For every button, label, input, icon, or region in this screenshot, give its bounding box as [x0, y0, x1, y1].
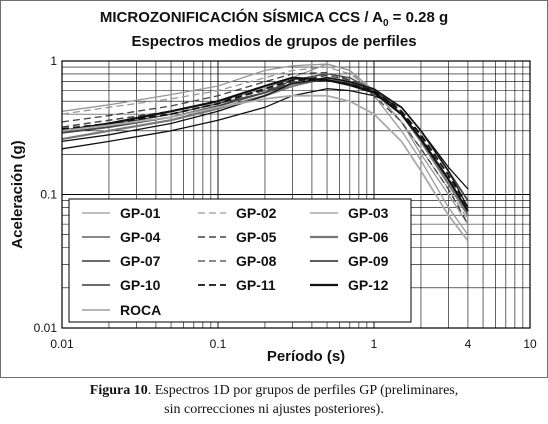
legend-label-gp-08: GP-08 [236, 253, 277, 269]
x-tick-label: 1 [371, 337, 378, 351]
x-axis-label: Período (s) [267, 348, 345, 365]
caption-line1: Figura 10. Espectros 1D por grupos de pe… [0, 381, 548, 400]
legend-box [68, 198, 412, 323]
chart-svg: GP-01 GP-02 GP-03 GP-04 GP-05 GP-06 GP-07 GP-08… [9, 54, 537, 365]
x-tick-label: 0.1 [210, 337, 227, 351]
legend-label-gp-09: GP-09 [348, 253, 389, 269]
legend-label-gp-07: GP-07 [120, 253, 161, 269]
series-line-gp-12 [61, 76, 469, 212]
legend-label-gp-11: GP-11 [236, 277, 276, 293]
chart-title-main: MICROZONIFICACIÓN SÍSMICA CCS / A [99, 9, 383, 26]
legend-label-gp-01: GP-01 [120, 205, 161, 221]
y-tick-label: 1 [50, 54, 57, 68]
figure-caption: Figura 10. Espectros 1D por grupos de pe… [0, 381, 548, 419]
y-axis-label: Aceleración (g) [9, 140, 26, 248]
x-tick-label: 0.01 [50, 337, 74, 351]
legend-label-gp-06: GP-06 [348, 229, 389, 245]
caption-label: Figura 10 [89, 383, 148, 398]
plot-border [61, 60, 531, 329]
series-line-gp-08 [61, 71, 469, 225]
chart-title-line1: MICROZONIFICACIÓN SÍSMICA CCS / A0 = 0.2… [0, 9, 548, 29]
legend-label-roca: ROCA [120, 302, 161, 318]
series-layer [61, 63, 469, 242]
caption-text: . Espectros 1D por grupos de perfiles GP… [147, 383, 459, 398]
chart-title-subscript: 0 [382, 18, 389, 29]
legend-label-gp-05: GP-05 [236, 229, 277, 245]
legend-layer: GP-01 GP-02 GP-03 GP-04 GP-05 GP-06 GP-07 GP-08… [68, 198, 412, 323]
y-tick-label: 0.1 [40, 188, 57, 202]
axis-layer: 0.01 0.1 1 4 10 0.01 0.1 1 Período (s) Aceleració… [9, 54, 537, 365]
series-line-gp-10 [61, 77, 469, 208]
y-tick-label: 0.01 [34, 321, 58, 335]
x-tick-label: 4 [465, 337, 472, 351]
chart-title-end: = 0.28 g [388, 9, 449, 26]
series-line-roca [61, 94, 469, 242]
legend-label-gp-10: GP-10 [120, 277, 161, 293]
caption-line2: sin correcciones ni ajustes posteriores)… [164, 402, 384, 417]
chart-title-line2: Espectros medios de grupos de perfiles [131, 33, 417, 50]
x-tick-label: 10 [523, 337, 537, 351]
series-line-gp-02 [61, 66, 469, 220]
legend-label-gp-04: GP-04 [120, 229, 161, 245]
legend-label-gp-12: GP-12 [348, 277, 389, 293]
legend-label-gp-02: GP-02 [236, 205, 277, 221]
legend-label-gp-03: GP-03 [348, 205, 389, 221]
